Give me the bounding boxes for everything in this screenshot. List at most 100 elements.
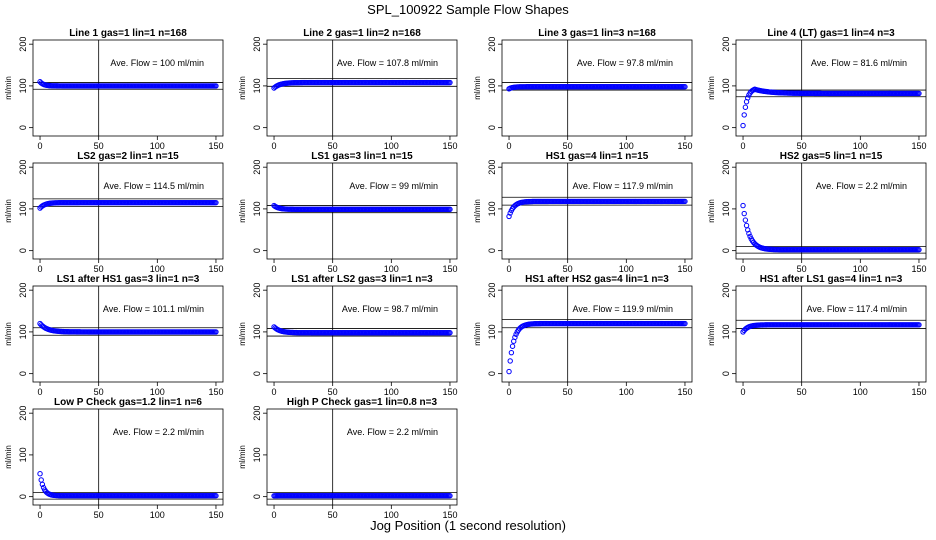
panel-title: HS1 gas=4 lin=1 n=15	[546, 151, 649, 162]
plot-frame	[32, 39, 224, 137]
panel-title: Line 3 gas=1 lin=3 n=168	[538, 28, 656, 39]
y-tick-label: 100	[487, 324, 497, 339]
y-tick-label: 0	[18, 248, 28, 253]
data-series	[506, 84, 688, 92]
x-tick-label: 150	[677, 387, 692, 397]
data-series	[37, 79, 219, 89]
x-tick-label: 50	[797, 264, 807, 274]
data-series	[37, 199, 219, 211]
data-point	[741, 112, 747, 118]
y-tick-label: 100	[18, 324, 28, 339]
x-tick-label: 50	[797, 141, 807, 151]
data-series	[740, 202, 922, 253]
data-point	[746, 230, 752, 237]
plot-frame	[32, 285, 224, 383]
ave-flow-label: Ave. Flow = 81.6 ml/min	[811, 58, 907, 68]
y-tick-label: 100	[721, 78, 731, 93]
x-tick-label: 50	[94, 387, 104, 397]
x-tick-label: 0	[741, 141, 746, 151]
ave-flow-label: Ave. Flow = 114.5 ml/min	[104, 181, 204, 191]
panel-title: LS2 gas=2 lin=1 n=15	[77, 151, 179, 162]
y-axis-label: ml/min	[238, 445, 247, 469]
plot-frame	[735, 39, 927, 137]
y-tick-label: 0	[252, 371, 262, 376]
figure-xlabel: Jog Position (1 second resolution)	[370, 518, 566, 533]
x-tick-label: 50	[563, 264, 573, 274]
plot-frame	[501, 39, 693, 137]
y-tick-label: 100	[721, 324, 731, 339]
ave-flow-label: Ave. Flow = 100 ml/min	[110, 58, 204, 68]
x-tick-label: 100	[619, 141, 634, 151]
panel-title: Line 4 (LT) gas=1 lin=4 n=3	[767, 28, 895, 39]
y-axis-label: ml/min	[473, 199, 482, 223]
x-tick-label: 0	[507, 387, 512, 397]
y-tick-label: 0	[721, 371, 731, 376]
panel: Line 1 gas=1 lin=1 n=168 ml/min 0 100 200 0 50…	[4, 28, 223, 151]
panel-title: LS1 after LS2 gas=3 lin=1 n=3	[291, 274, 433, 285]
data-point	[742, 104, 749, 110]
y-tick-label: 200	[252, 283, 262, 298]
ave-flow-label: Ave. Flow = 117.9 ml/min	[573, 181, 673, 191]
x-tick-label: 0	[741, 387, 746, 397]
x-tick-label: 100	[150, 510, 165, 520]
data-point	[37, 470, 43, 477]
data-series	[37, 320, 219, 335]
panel-title: LS1 gas=3 lin=1 n=15	[311, 151, 413, 162]
panel: HS1 gas=4 lin=1 n=15 ml/min 0 100 200 0 50 100 1…	[473, 151, 692, 274]
data-point	[916, 90, 922, 97]
x-tick-label: 100	[384, 510, 399, 520]
data-point	[38, 477, 44, 483]
panel: Line 4 (LT) gas=1 lin=4 n=3 ml/min 0 100 200…	[707, 28, 926, 151]
ave-flow-label: Ave. Flow = 98.7 ml/min	[342, 304, 438, 314]
data-point	[682, 84, 688, 90]
plot-frame	[32, 162, 224, 260]
panel-title: HS2 gas=5 lin=1 n=15	[780, 151, 883, 162]
y-axis-label: ml/min	[4, 445, 13, 469]
panel-title: Line 2 gas=1 lin=2 n=168	[303, 28, 421, 39]
ave-flow-label: Ave. Flow = 101.1 ml/min	[103, 304, 204, 314]
x-tick-label: 50	[797, 387, 807, 397]
data-point	[507, 210, 513, 216]
y-tick-label: 0	[18, 371, 28, 376]
x-tick-label: 150	[442, 510, 457, 520]
x-tick-label: 50	[94, 264, 104, 274]
plot-frame	[501, 162, 693, 260]
y-axis-label: ml/min	[238, 199, 247, 223]
data-point	[512, 334, 518, 341]
data-point	[447, 330, 453, 336]
data-point	[916, 322, 922, 328]
x-tick-label: 50	[328, 264, 338, 274]
ave-flow-label: Ave. Flow = 2.2 ml/min	[113, 427, 204, 437]
plot-frame	[266, 285, 458, 383]
x-tick-label: 150	[442, 264, 457, 274]
x-tick-label: 0	[272, 510, 277, 520]
data-point	[506, 213, 512, 220]
data-point	[509, 343, 516, 349]
panel: Line 2 gas=1 lin=2 n=168 ml/min 0 100 200 0 50…	[238, 28, 457, 151]
data-point	[742, 217, 749, 223]
y-tick-label: 200	[252, 37, 262, 52]
ave-flow-label: Ave. Flow = 107.8 ml/min	[337, 58, 438, 68]
x-tick-label: 0	[272, 264, 277, 274]
y-tick-label: 200	[252, 406, 262, 421]
y-axis-label: ml/min	[4, 322, 13, 346]
y-tick-label: 0	[252, 125, 262, 130]
x-tick-label: 50	[94, 510, 104, 520]
ave-flow-label: Ave. Flow = 99 ml/min	[349, 181, 438, 191]
x-tick-label: 50	[563, 141, 573, 151]
data-series	[740, 322, 922, 335]
ave-flow-label: Ave. Flow = 2.2 ml/min	[816, 181, 907, 191]
y-tick-label: 0	[18, 494, 28, 499]
x-tick-label: 0	[272, 141, 277, 151]
x-tick-label: 150	[911, 387, 926, 397]
y-axis-label: ml/min	[707, 76, 716, 100]
plot-frame	[735, 162, 927, 260]
data-series	[271, 202, 453, 213]
x-tick-label: 100	[619, 387, 634, 397]
data-series	[37, 470, 219, 499]
y-axis-label: ml/min	[473, 76, 482, 100]
y-tick-label: 100	[721, 201, 731, 216]
figure-title: SPL_100922 Sample Flow Shapes	[367, 2, 569, 17]
y-tick-label: 0	[252, 248, 262, 253]
y-tick-label: 100	[252, 201, 262, 216]
